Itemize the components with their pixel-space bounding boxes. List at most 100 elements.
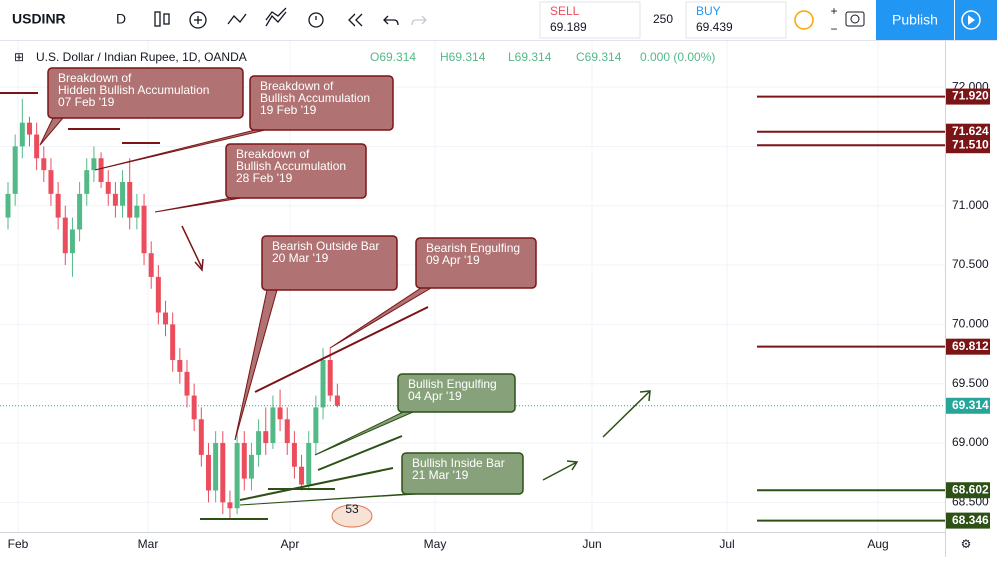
chart-title: U.S. Dollar / Indian Rupee, 1D, OANDA (36, 50, 247, 64)
last-price-label: 69.314 (952, 398, 989, 412)
candle-body (191, 395, 197, 420)
callout-box (415, 237, 537, 289)
callout-text: Hidden Bullish Accumulation (58, 83, 209, 97)
legend-high: H69.314 (440, 50, 486, 64)
candle-body (234, 443, 240, 509)
x-tick-label: Jun (582, 537, 601, 551)
publish-label: Publish (892, 12, 938, 28)
x-tick-label: Aug (867, 537, 888, 551)
callout-pointer (314, 411, 414, 456)
callout-text: Bearish Engulfing (426, 241, 520, 255)
settings-icon[interactable]: ⚙ (961, 537, 972, 551)
sell-label: SELL (550, 4, 580, 18)
callout-box (397, 373, 516, 413)
candle-body (213, 443, 219, 491)
candle-body (26, 122, 32, 135)
callout-box (47, 67, 244, 119)
y-tick-label: 69.000 (952, 435, 989, 449)
candle-body (148, 253, 154, 277)
callout-text: 09 Apr '19 (426, 253, 480, 267)
candle-body (84, 170, 90, 194)
snapshot-icon[interactable] (845, 11, 865, 27)
level-label-bg (946, 512, 990, 529)
badge-label: 53 (345, 502, 359, 516)
level-label-bg (946, 137, 990, 154)
level-label: 71.510 (952, 137, 989, 151)
publish-button[interactable] (876, 0, 954, 40)
candle-body (277, 407, 283, 420)
candle-body (41, 158, 47, 171)
buy-button[interactable] (685, 1, 787, 39)
candle-body (98, 158, 104, 182)
spread: 250 (653, 12, 673, 26)
x-tick-label: Apr (281, 537, 300, 551)
callout-text: 21 Mar '19 (412, 468, 469, 482)
callout-text: Breakdown of (236, 147, 310, 161)
candle-body (313, 407, 319, 444)
legend-open: O69.314 (370, 50, 416, 64)
candle-body (55, 193, 61, 218)
y-tick-label: 69.500 (952, 376, 989, 390)
level-label: 71.624 (952, 124, 989, 138)
callout-text: 04 Apr '19 (408, 389, 462, 403)
candle-body (220, 443, 226, 503)
candle-body (105, 182, 111, 194)
callout-text: Breakdown of (260, 79, 334, 93)
candle-body (134, 205, 140, 218)
candle-body (170, 324, 176, 360)
toolbar-icons[interactable] (154, 7, 427, 29)
legend-collapse[interactable]: ⊞ (14, 50, 24, 64)
x-tick-label: Mar (138, 537, 159, 551)
sell-button[interactable] (539, 1, 641, 39)
y-tick-label: 70.000 (952, 317, 989, 331)
callout-box (401, 452, 524, 495)
candle-body (205, 454, 211, 491)
level-label-bg (946, 482, 990, 499)
candle-body (112, 193, 118, 206)
candle-body (334, 395, 340, 406)
callout-box (261, 235, 398, 291)
interval[interactable]: D (116, 11, 126, 27)
candle-body (198, 419, 204, 455)
last-price-bg (946, 397, 990, 414)
play-triangle (968, 15, 975, 25)
buy-price: 69.439 (696, 20, 733, 34)
callout-text: 20 Mar '19 (272, 251, 329, 265)
candle-body (177, 359, 183, 372)
snapshot-lens (850, 14, 860, 24)
candle-body (48, 170, 54, 194)
callout-pointer (239, 493, 418, 506)
y-tick-label: 70.500 (952, 257, 989, 271)
zoom-out[interactable]: − (830, 22, 837, 36)
candle-body (241, 443, 247, 479)
zoom-in[interactable]: + (830, 4, 837, 18)
candle-body (34, 134, 40, 159)
candle-body (77, 193, 83, 230)
level-label-bg (946, 123, 990, 140)
drawings (0, 92, 651, 520)
badge (331, 504, 373, 528)
candle-body (155, 276, 161, 313)
level-label: 71.920 (952, 89, 989, 103)
alert-icon[interactable] (794, 10, 814, 30)
x-tick-label: May (424, 537, 447, 551)
sell-price: 69.189 (550, 20, 587, 34)
callout-text: Bullish Accumulation (260, 91, 370, 105)
symbol[interactable]: USDINR (12, 11, 66, 27)
candle-body (5, 193, 11, 218)
callout-text: 28 Feb '19 (236, 171, 293, 185)
candle-body (263, 431, 269, 444)
candle-body (256, 431, 262, 455)
callout-text: Breakdown of (58, 71, 132, 85)
callout-text: Bearish Outside Bar (272, 239, 379, 253)
candle-body (270, 407, 276, 444)
candle-body (127, 182, 133, 218)
y-tick-label: 71.000 (952, 198, 989, 212)
callout-box (225, 143, 367, 199)
legend-low: L69.314 (508, 50, 552, 64)
candle-body (248, 454, 254, 479)
candle-body (284, 419, 290, 444)
